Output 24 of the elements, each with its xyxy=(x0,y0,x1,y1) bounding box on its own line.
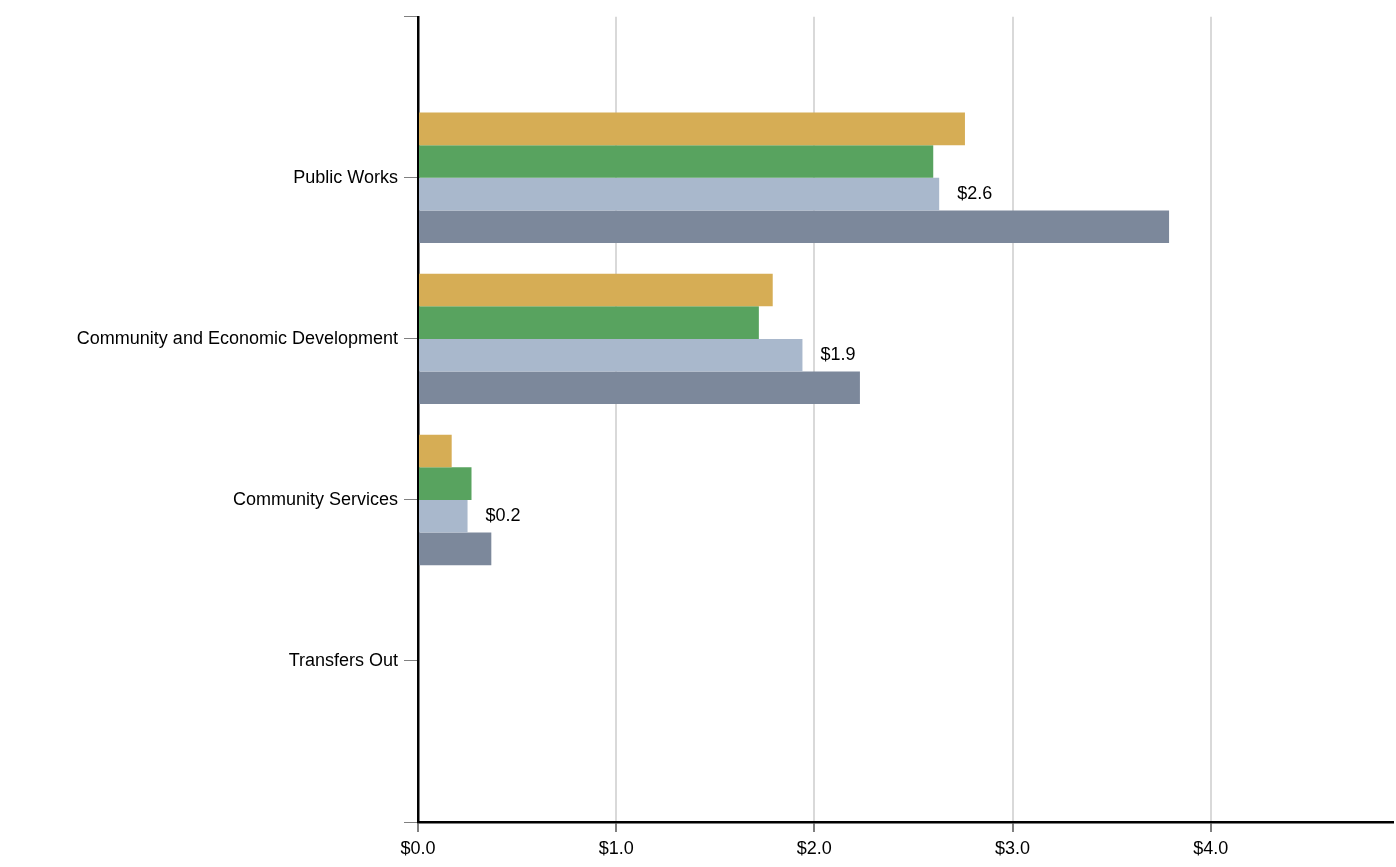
data-label: $2.6 xyxy=(957,183,993,204)
x-tick-label: $4.0 xyxy=(1193,837,1229,858)
y-tick-label: Transfers Out xyxy=(288,649,398,670)
bar xyxy=(419,338,803,372)
x-tick-label: $2.0 xyxy=(796,837,832,858)
bar xyxy=(419,145,934,178)
bar xyxy=(419,210,1170,244)
data-label: $0.2 xyxy=(485,505,521,526)
y-tick-label: Community and Economic Development xyxy=(76,327,398,348)
data-label: $1.9 xyxy=(820,344,856,365)
bar xyxy=(419,499,468,533)
bar xyxy=(419,371,860,405)
x-tick-label: $0.0 xyxy=(400,837,436,858)
bar xyxy=(419,273,773,307)
x-tick-label: $3.0 xyxy=(994,837,1031,858)
bar xyxy=(419,467,472,500)
y-tick-label: Public Works xyxy=(293,166,398,187)
bar xyxy=(419,177,940,211)
bar xyxy=(419,532,492,566)
bar xyxy=(419,434,452,468)
x-tick-label: $1.0 xyxy=(598,837,634,858)
bar xyxy=(419,306,759,339)
bar xyxy=(419,112,965,146)
y-tick-label: Community Services xyxy=(232,488,398,509)
